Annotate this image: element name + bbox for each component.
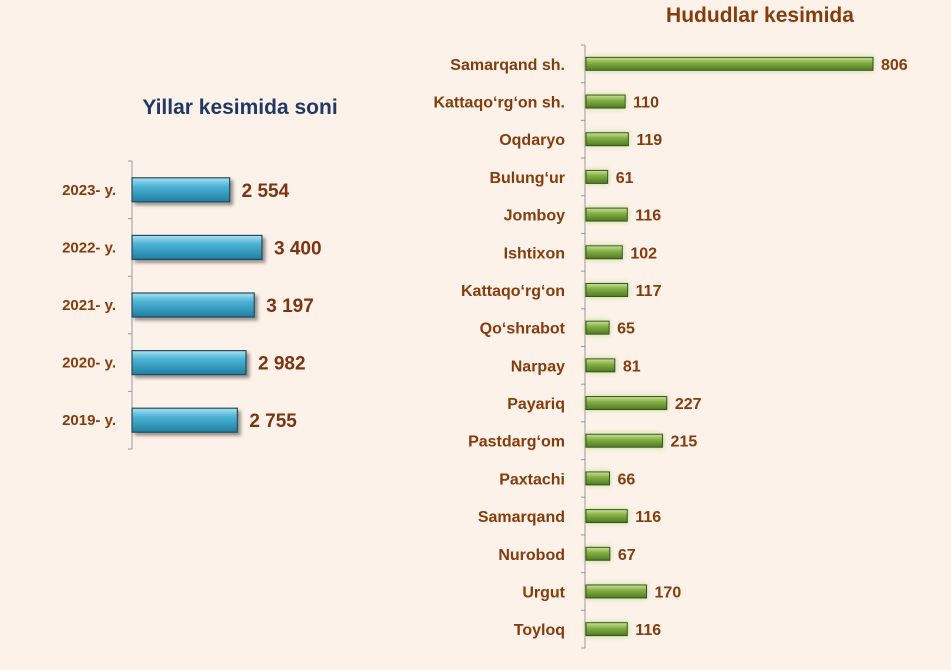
right-bar [585,471,611,486]
right-bar-chart: Samarqand sh. 806 Kattaqo‘rg‘on sh. 110 Oqda… [433,44,908,649]
right-category-label: Oqdaryo [499,132,565,149]
left-value-label: 2 554 [242,181,290,202]
left-category-label: 2021- y. [62,297,116,314]
right-category-label: Samarqand [478,509,565,526]
right-bar [585,56,874,71]
right-value-label: 116 [635,622,661,639]
right-category-label: Urgut [522,584,565,601]
right-value-label: 81 [623,358,641,375]
right-value-label: 110 [633,95,659,112]
right-chart-title: Hududlar kesimida [666,4,854,27]
right-bar [585,546,611,561]
left-bar [131,292,255,318]
right-value-label: 61 [616,170,634,187]
left-bar [131,234,263,260]
right-value-label: 806 [881,57,908,74]
right-category-label: Nurobod [498,547,565,564]
right-value-label: 65 [617,321,635,338]
right-bar [585,622,628,637]
right-category-label: Kattaqo‘rg‘on [461,283,565,300]
right-value-label: 116 [635,509,661,526]
left-bar [131,407,238,433]
right-category-label: Toyloq [514,622,565,639]
right-category-label: Samarqand sh. [450,57,565,74]
right-value-label: 116 [635,208,661,225]
right-bar [585,433,664,448]
right-value-label: 67 [618,547,636,564]
right-bar [585,396,668,411]
right-value-label: 66 [618,471,636,488]
right-value-label: 119 [636,132,662,149]
left-chart-title: Yillar kesimida soni [142,96,338,119]
right-value-label: 215 [671,434,698,451]
right-value-label: 117 [636,283,662,300]
right-bar [585,282,629,297]
right-bar [585,94,626,109]
right-bar [585,358,616,373]
right-value-label: 170 [655,584,682,601]
right-category-label: Bulung‘ur [489,170,565,187]
left-value-label: 3 400 [274,238,322,259]
right-bar [585,169,609,184]
right-value-label: 227 [675,396,702,413]
right-category-label: Kattaqo‘rg‘on sh. [433,95,565,112]
left-value-label: 2 982 [258,354,306,375]
right-category-label: Jomboy [504,208,565,225]
right-category-label: Ishtixon [504,245,565,262]
right-category-label: Payariq [507,396,565,413]
left-value-label: 2 755 [249,411,297,432]
left-category-label: 2022- y. [62,239,116,256]
right-bar [585,207,628,222]
left-category-label: 2020- y. [62,355,116,372]
left-bar [131,350,247,376]
right-category-label: Pastdarg‘om [468,434,565,451]
left-category-label: 2019- y. [62,412,116,429]
left-value-label: 3 197 [266,296,314,317]
right-category-label: Paxtachi [499,471,565,488]
left-category-label: 2023- y. [62,182,116,199]
right-bar [585,245,623,260]
left-bar-chart: 2023- y. 2 554 2022- y. 3 400 2021- y. 3 197 2… [62,160,322,450]
right-bar [585,509,628,524]
right-bar [585,132,629,147]
right-bar [585,320,610,335]
right-value-label: 102 [630,245,657,262]
right-category-label: Qo‘shrabot [480,321,566,338]
left-bar [131,177,231,203]
right-category-label: Narpay [511,358,565,375]
right-bar [585,584,648,599]
